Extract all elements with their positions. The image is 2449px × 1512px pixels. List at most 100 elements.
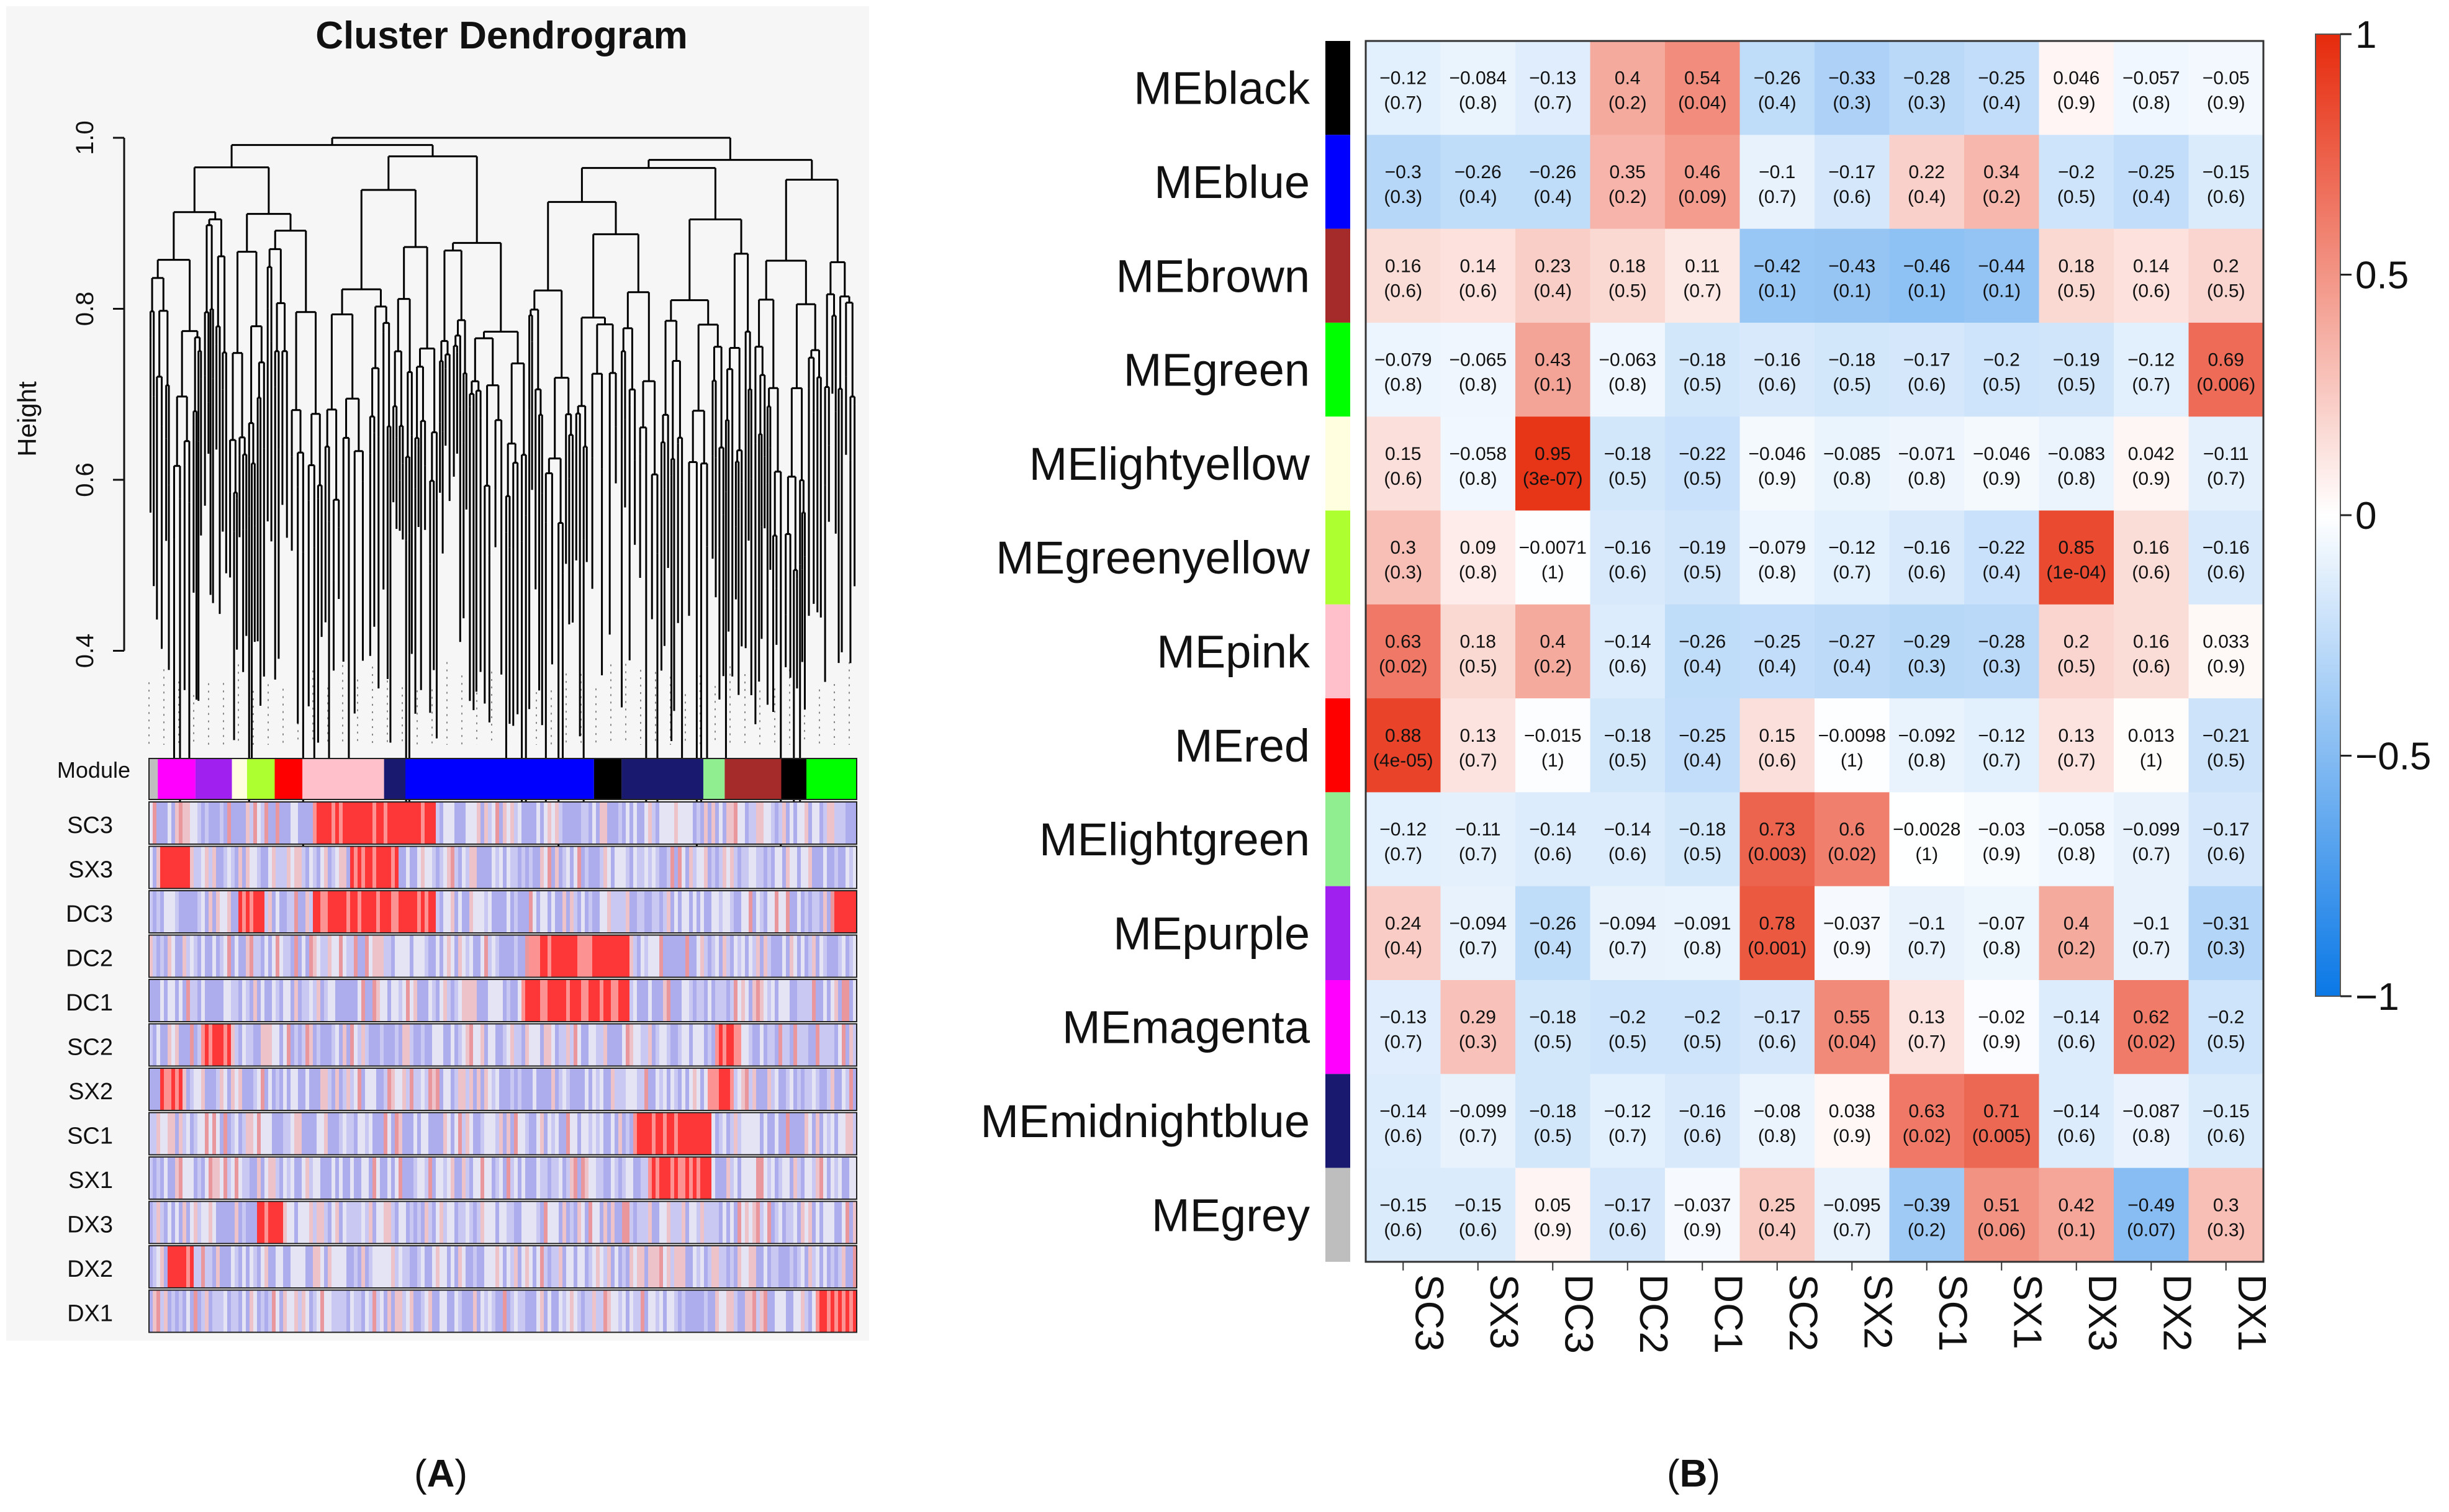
trait-stripe <box>361 935 365 978</box>
trait-stripe <box>458 1246 462 1288</box>
trait-stripe <box>354 1201 358 1244</box>
trait-stripe <box>622 979 626 1022</box>
trait-stripe <box>525 1290 529 1333</box>
trait-stripe <box>264 891 268 933</box>
trait-stripe <box>622 1246 626 1288</box>
trait-stripe <box>544 935 548 978</box>
trait-stripe <box>674 802 678 844</box>
trait-stripe <box>346 1201 350 1244</box>
trait-stripe <box>253 802 257 844</box>
trait-stripe <box>797 1157 801 1199</box>
trait-stripe <box>395 846 399 889</box>
heatmap-cell-pvalue: (0.1) <box>1982 281 2021 301</box>
heatmap-cell-value: −0.079 <box>1374 350 1432 371</box>
trait-stripe <box>399 979 402 1022</box>
heatmap-cell-value: 0.73 <box>1759 819 1795 840</box>
trait-stripe <box>287 935 291 978</box>
trait-stripe <box>153 1068 156 1110</box>
trait-stripe <box>495 846 499 889</box>
trait-stripe <box>477 1290 480 1333</box>
trait-stripe <box>466 1290 469 1333</box>
trait-stripe <box>771 935 775 978</box>
heatmap-cell-value: −0.21 <box>2203 726 2250 746</box>
trait-stripe <box>626 1246 629 1288</box>
trait-stripe <box>380 1024 384 1066</box>
trait-stripe <box>447 1246 451 1288</box>
trait-stripe <box>641 979 644 1022</box>
heatmap-cell <box>1964 1074 2039 1169</box>
trait-stripe <box>782 846 786 889</box>
trait-stripe <box>149 1112 153 1155</box>
trait-stripe <box>682 1201 685 1244</box>
trait-stripe <box>209 1246 212 1288</box>
trait-stripe <box>518 1201 521 1244</box>
trait-stripe <box>559 1068 562 1110</box>
trait-stripe <box>372 935 376 978</box>
trait-stripe <box>629 1201 633 1244</box>
trait-stripe <box>648 846 652 889</box>
trait-stripe <box>555 802 559 844</box>
trait-stripe <box>518 1068 521 1110</box>
heatmap-cell-value: −0.0098 <box>1818 726 1886 746</box>
trait-stripe <box>350 1068 354 1110</box>
trait-stripe <box>406 979 410 1022</box>
trait-stripe <box>834 846 838 889</box>
trait-stripe <box>663 979 667 1022</box>
trait-stripe <box>778 1068 782 1110</box>
heatmap-cell <box>2114 41 2189 135</box>
trait-stripe <box>339 1068 343 1110</box>
trait-stripe <box>257 1290 261 1333</box>
heatmap-cell <box>1739 416 1815 511</box>
trait-stripe <box>324 935 328 978</box>
trait-stripe <box>454 935 458 978</box>
heatmap-cell-pvalue: (0.7) <box>1384 844 1422 865</box>
trait-stripe <box>387 802 391 844</box>
trait-stripe <box>279 891 283 933</box>
heatmap-cell-value: −0.33 <box>1828 68 1875 89</box>
heatmap-cell-value: −0.03 <box>1978 819 2025 840</box>
trait-stripe <box>663 1112 667 1155</box>
trait-stripe <box>391 802 395 844</box>
heatmap-cell-value: −0.1 <box>1759 162 1795 182</box>
heatmap-cell-pvalue: (0.1) <box>1758 281 1797 301</box>
trait-stripe <box>607 1290 611 1333</box>
trait-stripe <box>518 846 521 889</box>
trait-stripe <box>555 1157 559 1199</box>
heatmap-cell <box>2114 322 2189 417</box>
trait-stripe <box>596 979 600 1022</box>
trait-stripe <box>302 1068 305 1110</box>
heatmap-cell-pvalue: (0.6) <box>1758 1032 1797 1053</box>
trait-stripe <box>209 1290 212 1333</box>
trait-stripe <box>287 1157 291 1199</box>
trait-stripe <box>678 935 682 978</box>
trait-stripe <box>808 1024 812 1066</box>
trait-stripe <box>216 1201 220 1244</box>
trait-stripe <box>387 979 391 1022</box>
trait-stripe <box>410 1112 413 1155</box>
trait-stripe <box>842 891 846 933</box>
trait-stripe <box>171 846 175 889</box>
heatmap-cell-pvalue: (0.5) <box>1608 1032 1647 1053</box>
heatmap-cell-value: 0.042 <box>2128 444 2175 464</box>
heatmap-cell <box>1964 416 2039 511</box>
trait-stripe <box>518 891 521 933</box>
trait-stripe <box>399 1157 402 1199</box>
trait-stripe <box>708 1068 711 1110</box>
trait-stripe <box>771 1112 775 1155</box>
trait-stripe <box>734 979 737 1022</box>
trait-stripe <box>615 935 618 978</box>
trait-stripe <box>499 1112 503 1155</box>
trait-stripe <box>831 1290 834 1333</box>
trait-stripe <box>831 1246 834 1288</box>
trait-stripe <box>369 802 372 844</box>
heatmap-row-swatch <box>1325 135 1350 229</box>
trait-stripe <box>708 1246 711 1288</box>
trait-stripe <box>399 891 402 933</box>
heatmap-cell <box>1665 135 1740 230</box>
heatmap-cell-value: −0.07 <box>1978 913 2025 934</box>
trait-stripe <box>253 1201 257 1244</box>
trait-stripe <box>834 979 838 1022</box>
heatmap-cell <box>1739 510 1815 605</box>
trait-stripe <box>622 802 626 844</box>
trait-stripe <box>823 1068 827 1110</box>
